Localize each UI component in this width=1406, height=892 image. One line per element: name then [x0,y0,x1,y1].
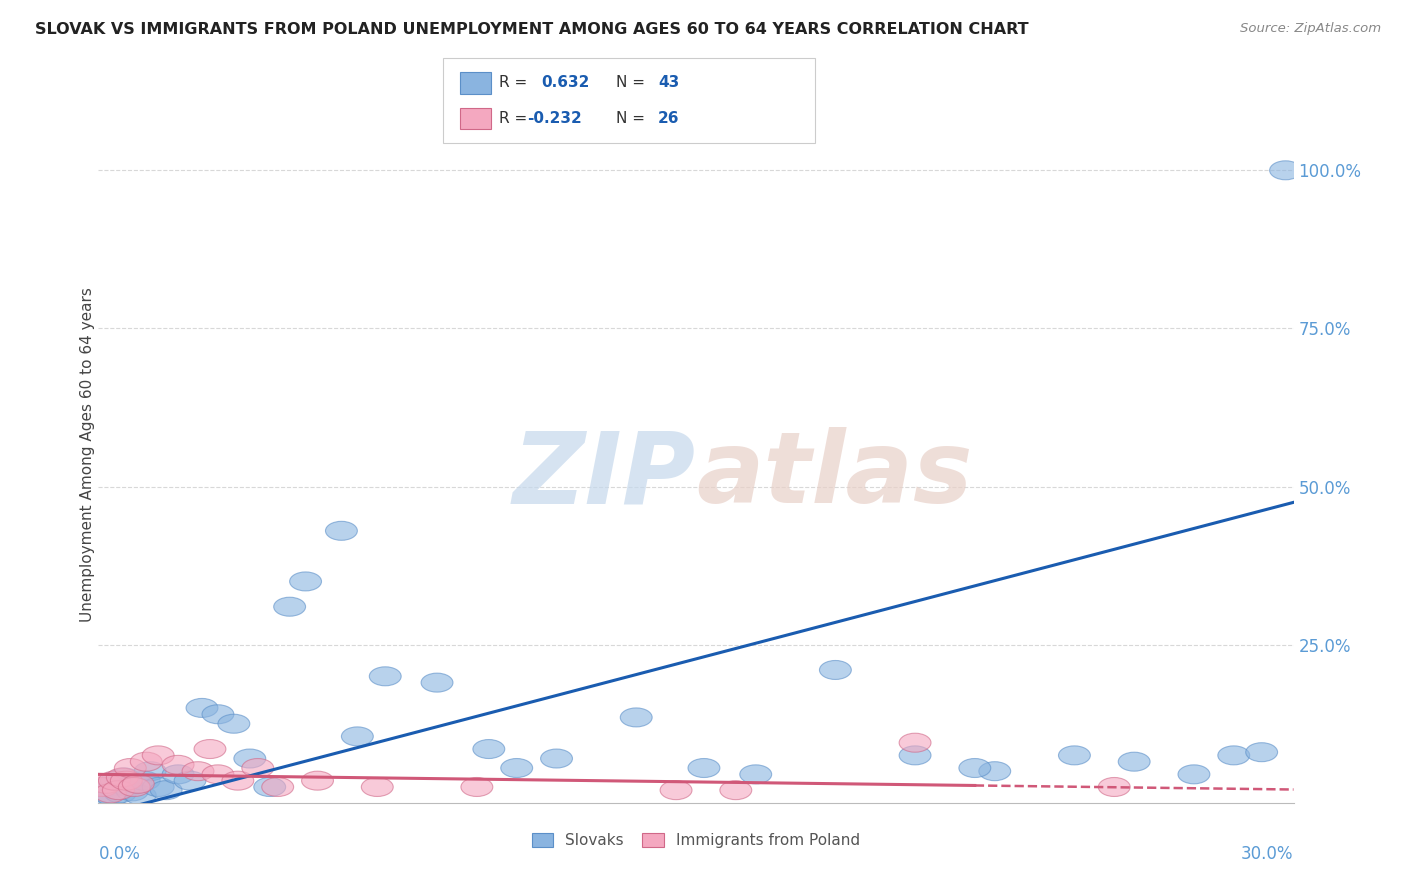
Ellipse shape [1098,778,1130,797]
Ellipse shape [97,787,128,806]
Ellipse shape [186,698,218,717]
Ellipse shape [1270,161,1302,180]
Ellipse shape [1218,746,1250,764]
Ellipse shape [233,749,266,768]
Ellipse shape [112,778,145,797]
Ellipse shape [124,786,156,805]
Ellipse shape [107,768,138,787]
Text: 30.0%: 30.0% [1241,845,1294,863]
Ellipse shape [183,762,214,780]
Ellipse shape [242,758,274,778]
Ellipse shape [720,780,752,799]
Ellipse shape [202,764,233,784]
Text: Source: ZipAtlas.com: Source: ZipAtlas.com [1240,22,1381,36]
Ellipse shape [142,746,174,764]
Ellipse shape [142,778,174,797]
Text: atlas: atlas [696,427,973,524]
Ellipse shape [1118,752,1150,772]
Text: SLOVAK VS IMMIGRANTS FROM POLAND UNEMPLOYMENT AMONG AGES 60 TO 64 YEARS CORRELAT: SLOVAK VS IMMIGRANTS FROM POLAND UNEMPLO… [35,22,1029,37]
Ellipse shape [472,739,505,758]
Text: -0.232: -0.232 [527,112,582,126]
Ellipse shape [688,758,720,778]
Ellipse shape [108,768,141,787]
Ellipse shape [104,784,136,803]
Ellipse shape [1246,743,1278,762]
Text: R =: R = [499,112,533,126]
Ellipse shape [342,727,374,746]
Ellipse shape [222,772,254,790]
Text: 43: 43 [658,76,679,90]
Text: 26: 26 [658,112,679,126]
Ellipse shape [900,733,931,752]
Ellipse shape [979,762,1011,780]
Ellipse shape [150,780,183,799]
Ellipse shape [131,752,162,772]
Text: R =: R = [499,76,533,90]
Ellipse shape [254,778,285,797]
Legend: Slovaks, Immigrants from Poland: Slovaks, Immigrants from Poland [526,827,866,855]
Ellipse shape [122,774,155,793]
Ellipse shape [93,778,124,797]
Text: N =: N = [616,76,650,90]
Ellipse shape [90,774,122,793]
Ellipse shape [118,778,150,797]
Ellipse shape [218,714,250,733]
Ellipse shape [103,780,135,799]
Ellipse shape [117,782,148,801]
Y-axis label: Unemployment Among Ages 60 to 64 years: Unemployment Among Ages 60 to 64 years [80,287,94,623]
Ellipse shape [540,749,572,768]
Text: 0.0%: 0.0% [98,845,141,863]
Ellipse shape [326,521,357,541]
Ellipse shape [100,772,132,790]
Ellipse shape [262,778,294,797]
Ellipse shape [274,598,305,616]
Ellipse shape [620,708,652,727]
Ellipse shape [820,660,852,680]
Ellipse shape [740,764,772,784]
Ellipse shape [501,758,533,778]
Ellipse shape [1059,746,1091,764]
Ellipse shape [128,772,160,790]
Ellipse shape [194,739,226,758]
Ellipse shape [135,762,166,780]
Ellipse shape [302,772,333,790]
Ellipse shape [290,572,322,591]
Ellipse shape [174,772,207,790]
Ellipse shape [959,758,991,778]
Ellipse shape [900,746,931,764]
Ellipse shape [162,756,194,774]
Ellipse shape [361,778,394,797]
Ellipse shape [370,667,401,686]
Text: N =: N = [616,112,650,126]
Ellipse shape [87,778,118,797]
Ellipse shape [1178,764,1211,784]
Ellipse shape [121,774,152,793]
Text: ZIP: ZIP [513,427,696,524]
Ellipse shape [162,764,194,784]
Ellipse shape [202,705,233,723]
Ellipse shape [114,758,146,778]
Ellipse shape [111,772,142,790]
Ellipse shape [98,772,131,790]
Ellipse shape [661,780,692,799]
Ellipse shape [422,673,453,692]
Ellipse shape [89,784,121,803]
Ellipse shape [94,784,127,803]
Text: 0.632: 0.632 [541,76,589,90]
Ellipse shape [461,778,494,797]
